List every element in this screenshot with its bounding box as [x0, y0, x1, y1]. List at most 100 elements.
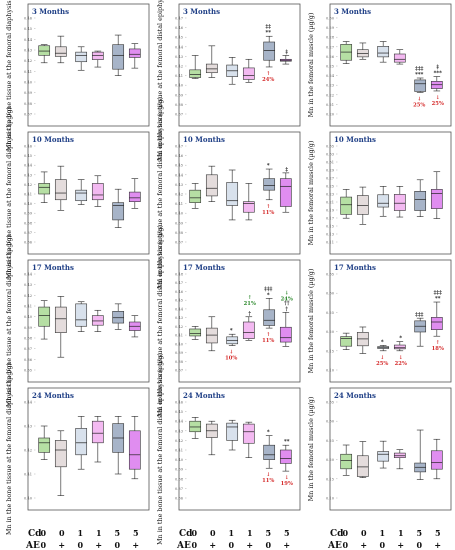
significance-annotation: ‡‡‡: [415, 312, 423, 318]
significance-annotation: 11%: [262, 210, 274, 216]
y-tick-label: 0.26: [326, 55, 335, 59]
y-tick-label: 0.20: [326, 113, 335, 117]
cd-group-label: 0: [361, 528, 367, 538]
y-tick-label: 0.23: [326, 193, 335, 197]
y-tick-label: 0.46: [175, 401, 184, 405]
box: [393, 194, 406, 211]
y-tick-label: 0.31: [326, 161, 334, 165]
y-tick-label: 0.39: [175, 351, 184, 355]
significance-annotation: ‡: [285, 49, 288, 55]
significance-annotation: ↑: [266, 332, 270, 338]
y-tick-label: 0.38: [175, 231, 184, 235]
ae-group-label: 0: [114, 540, 120, 550]
significance-annotation: 22%: [395, 361, 407, 367]
ae-group-label: 0: [40, 540, 46, 550]
y-tick-label: 0.40: [24, 315, 33, 319]
panel-title: 24 Months: [334, 391, 376, 400]
y-tick-label: 0.38: [175, 360, 184, 364]
y-tick-label: 0.35: [326, 145, 335, 149]
y-axis-label: Mn in the bone tissue at the femoral dia…: [5, 235, 13, 407]
significance-annotation: *: [267, 430, 270, 436]
ae-group-label: +: [246, 540, 253, 550]
y-tick-label: 0.37: [24, 113, 33, 117]
significance-annotation: ‡‡‡: [415, 66, 423, 72]
y-axis-label: Mn in the bone tissue at the femoral dia…: [5, 363, 13, 535]
y-tick-label: 0.22: [326, 93, 334, 97]
y-tick-label: 0.41: [175, 74, 183, 78]
box: [263, 309, 276, 326]
y-tick-label: 0.44: [24, 401, 33, 405]
box: [279, 178, 292, 207]
y-tick-label: 0.46: [24, 17, 33, 21]
significance-annotation: ↓: [285, 475, 289, 481]
significance-annotation: ††: [284, 300, 290, 306]
chart-panel-C2: Mn in the femoral muscle (µg/g) 10 Months…: [307, 131, 452, 255]
significance-annotation: 25%: [413, 102, 425, 108]
panel-frame: [27, 131, 150, 255]
panel-title: 3 Months: [32, 7, 69, 16]
significance-annotation: **: [284, 439, 290, 445]
y-tick-label: 0.42: [24, 449, 32, 453]
box: [430, 317, 443, 330]
box: [205, 63, 218, 74]
panel-frame: [178, 259, 301, 383]
ae-row-label: AE: [25, 541, 40, 550]
box: [377, 46, 390, 58]
y-tick-label: 0.47: [175, 281, 184, 285]
ae-group-label: 0: [342, 540, 348, 550]
y-tick-label: 0.40: [175, 84, 184, 88]
ae-row-label: AE: [327, 541, 342, 550]
y-tick-label: 0.45: [24, 154, 33, 158]
y-tick-label: 0.37: [24, 347, 33, 351]
significance-annotation: ‡: [436, 65, 439, 71]
y-tick-label: 0.40: [175, 342, 184, 346]
y-tick-label: 0.38: [175, 477, 184, 481]
y-tick-label: 0.45: [175, 36, 184, 40]
y-tick-label: 0.45: [24, 27, 33, 31]
chart-panel-C1: Mn in the femoral muscle (µg/g)3 Months0…: [307, 3, 452, 127]
significance-annotation: *: [230, 328, 233, 334]
chart-panel-B4: Mn in the bone tissue at the femoral dis…: [156, 353, 301, 545]
cd-row-label: Cd: [330, 529, 344, 539]
y-tick-label: 0.24: [326, 74, 335, 78]
y-tick-label: 0.37: [175, 113, 184, 117]
y-tick-label: 0.39: [175, 93, 184, 97]
y-tick-label: 0.30: [326, 17, 335, 21]
box: [263, 41, 276, 61]
box: [279, 449, 292, 464]
box: [75, 428, 88, 456]
chart-panel-A3: Mn in the bone tissue at the femoral dia…: [5, 235, 150, 407]
y-tick-label: 0.41: [175, 449, 183, 453]
y-tick-label: 0.10: [326, 369, 335, 373]
ae-group-label: +: [283, 540, 290, 550]
y-axis-label: Mn in the femoral muscle (µg/g): [307, 141, 315, 246]
ae-group-label: 0: [416, 540, 422, 550]
cd-group-label: 1: [77, 528, 83, 538]
y-tick-label: 0.47: [175, 145, 184, 149]
y-tick-label: 0.37: [24, 231, 33, 235]
panel-frame: [329, 3, 452, 127]
significance-annotation: **: [266, 30, 272, 36]
chart-panel-B2: Mn in the bone tissue at the femoral dis…: [156, 97, 301, 289]
significance-annotation: ***: [415, 72, 423, 78]
y-tick-label: 0.30: [326, 292, 335, 296]
y-tick-label: 0.39: [24, 212, 33, 216]
y-tick-label: 0.44: [24, 38, 33, 42]
y-tick-label: 0.21: [326, 103, 334, 107]
y-tick-label: 0.41: [24, 473, 32, 477]
y-tick-label: 0.25: [326, 65, 335, 69]
cd-group-label: 0: [59, 528, 65, 538]
panel-title: 24 Months: [32, 391, 74, 400]
panel-frame: [27, 3, 150, 127]
y-tick-label: 0.42: [24, 294, 32, 298]
y-tick-label: 0.40: [24, 202, 33, 206]
box: [242, 423, 255, 444]
y-tick-label: 0.43: [175, 316, 184, 320]
ae-group-label: +: [58, 540, 65, 550]
y-axis-label: Mn in the femoral muscle (µg/g): [307, 269, 315, 374]
y-tick-label: 0.10: [326, 497, 335, 501]
y-tick-label: 0.15: [326, 225, 335, 229]
y-tick-label: 0.39: [175, 468, 184, 472]
box: [242, 321, 255, 339]
box: [279, 326, 292, 343]
